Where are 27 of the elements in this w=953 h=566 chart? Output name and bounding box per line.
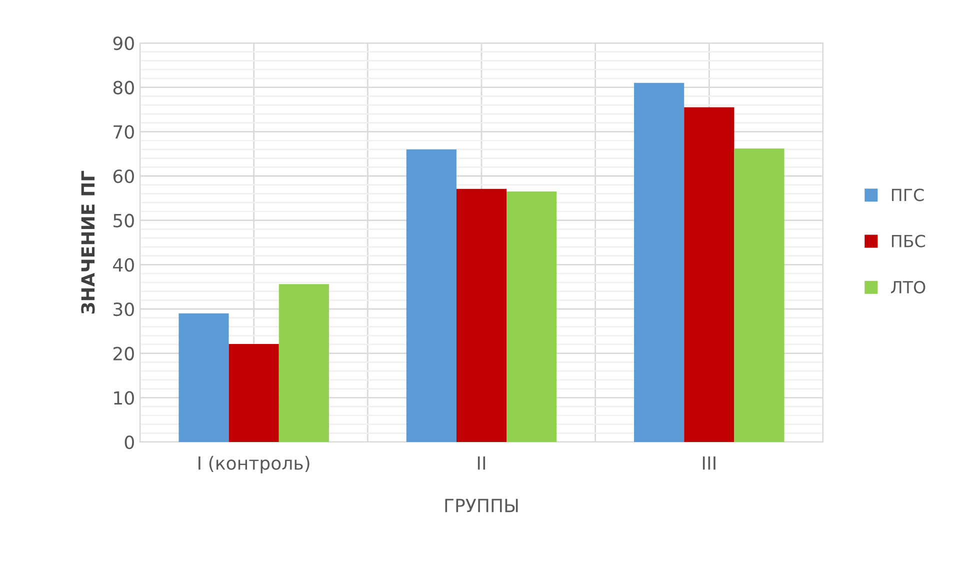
bar [634,82,684,442]
x-tick-label: III [702,456,716,470]
legend-label: ПБС [892,234,926,248]
x-axis-title: ГРУППЫ [445,498,518,512]
y-tick-label: 80 [113,80,134,94]
y-tick-label: 60 [113,169,134,184]
x-tick-label: II [478,456,486,470]
y-tick-label: 30 [114,302,134,316]
bar [456,188,507,442]
y-tick-label: 10 [114,391,134,405]
bar [734,148,784,442]
bar [178,313,229,442]
y-tick-label: 40 [113,258,134,272]
y-tick-label: 0 [124,435,134,450]
bar [278,284,329,442]
bar [506,192,557,442]
legend-label: ЛТО [891,280,926,294]
y-tick-label: 20 [113,346,134,360]
y-tick-label: 70 [114,125,134,139]
y-tick-label: 50 [114,214,134,228]
y-tick-label: 90 [113,36,134,50]
bar [684,107,734,442]
x-tick-label: I (контроль) [198,456,310,474]
y-axis-title: ЗНАЧЕНИЕ ПГ [81,170,95,314]
bar [228,344,279,442]
bar [406,149,456,442]
legend-label: ПГС [892,188,924,202]
